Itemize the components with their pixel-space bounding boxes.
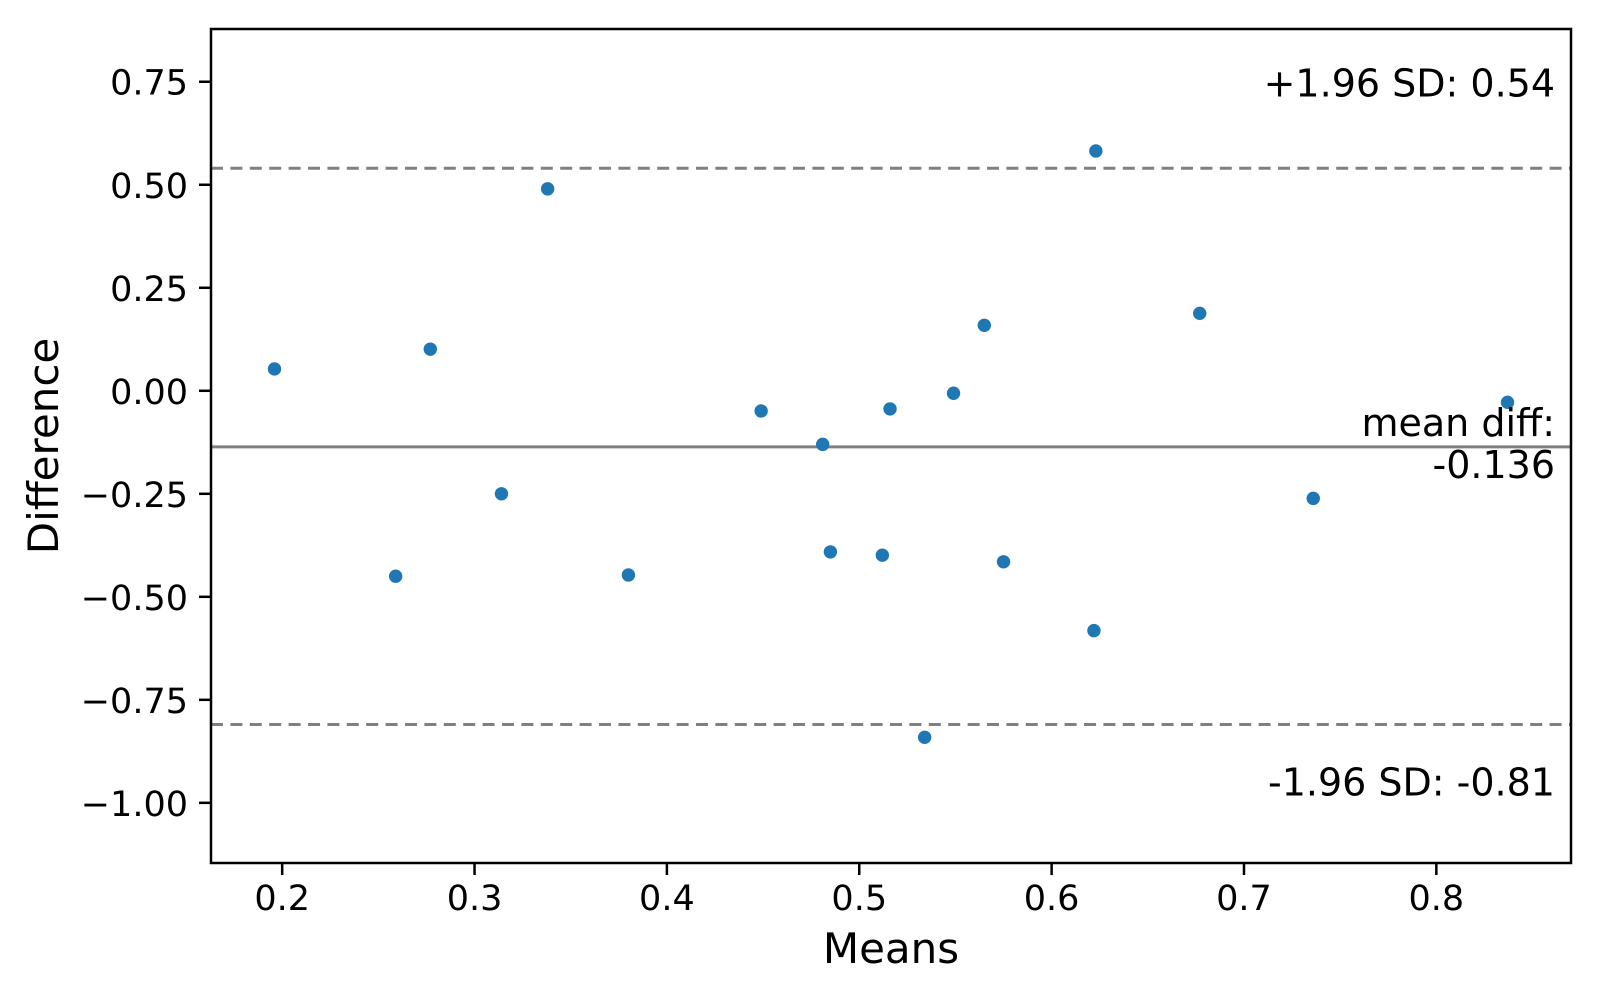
x-tick-label: 0.2 xyxy=(254,879,310,919)
y-axis-label: Difference xyxy=(19,338,68,555)
scatter-point xyxy=(1193,306,1207,321)
mean-diff-label: mean diff: xyxy=(1361,401,1555,445)
x-tick-label: 0.8 xyxy=(1409,879,1465,919)
scatter-point xyxy=(1087,623,1101,638)
scatter-point xyxy=(423,342,437,356)
scatter-point xyxy=(1089,144,1103,158)
y-tick-label: 0.75 xyxy=(110,64,188,104)
y-tick-label: 0.00 xyxy=(110,373,188,413)
scatter-point xyxy=(996,555,1011,569)
scatter-point xyxy=(754,404,768,418)
lower-loa-label: -1.96 SD: -0.81 xyxy=(1268,761,1555,805)
x-tick-label: 0.4 xyxy=(639,879,695,919)
mean-diff-value-label: -0.136 xyxy=(1433,443,1556,487)
x-tick-label: 0.6 xyxy=(1024,879,1080,919)
y-tick-label: −0.75 xyxy=(81,682,188,722)
scatter-point xyxy=(816,437,830,452)
plot-frame xyxy=(209,27,1573,865)
x-tick-label: 0.7 xyxy=(1216,879,1272,919)
x-tick-label: 0.5 xyxy=(831,879,887,919)
x-axis-label: Means xyxy=(823,924,959,973)
upper-loa-label: +1.96 SD: 0.54 xyxy=(1264,61,1555,105)
scatter-point xyxy=(977,318,991,332)
scatter-point xyxy=(267,362,282,376)
scatter-point xyxy=(875,548,890,562)
scatter-point xyxy=(917,730,932,745)
scatter-point xyxy=(946,386,961,400)
axis-ticks: 0.2 0.3 0.4 0.5 0.6 0.7 0.8 0.75 0.50 0.25 0.00 −0.… xyxy=(81,64,1464,919)
y-tick-label: −0.50 xyxy=(81,579,188,619)
scatter-point xyxy=(883,402,897,416)
y-tick-label: −0.25 xyxy=(81,476,188,516)
y-tick-label: 0.25 xyxy=(110,270,188,310)
y-tick-label: 0.50 xyxy=(110,167,188,207)
scatter-point xyxy=(1306,491,1320,506)
y-tick-label: −1.00 xyxy=(81,785,188,825)
scatter-point xyxy=(1500,395,1515,410)
x-tick-label: 0.3 xyxy=(447,879,503,919)
scatter-point xyxy=(540,182,555,196)
scatter-points xyxy=(267,144,1515,745)
scatter-point xyxy=(621,568,636,582)
scatter-point xyxy=(494,487,509,501)
scatter-point xyxy=(388,569,403,583)
scatter-point xyxy=(823,545,838,559)
